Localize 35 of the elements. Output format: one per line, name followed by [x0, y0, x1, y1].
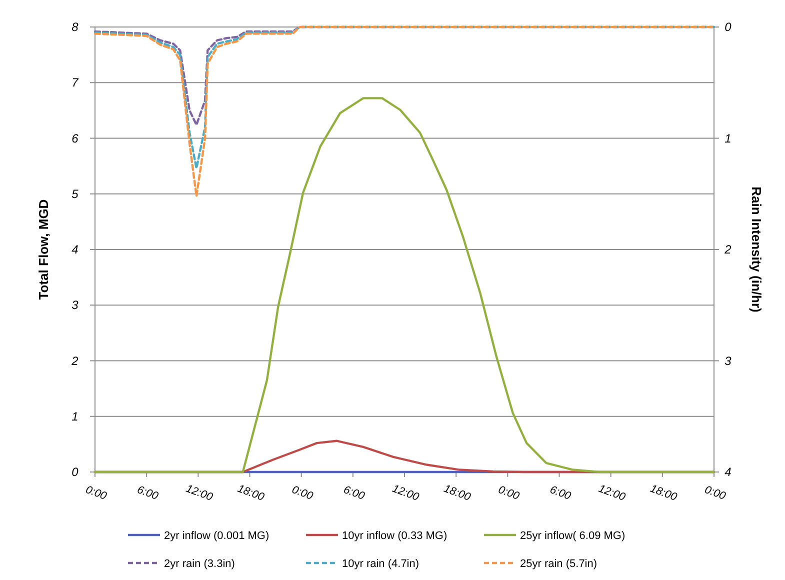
- x-tick-label: 12:00: [596, 482, 628, 504]
- x-tick-label: 0:00: [702, 484, 728, 503]
- y-tick-label: 5: [72, 186, 79, 201]
- y2-tick-label: 2: [724, 242, 732, 256]
- x-tick-label: 0:00: [290, 484, 316, 503]
- y-tick-label: 8: [72, 20, 79, 34]
- x-tick-label: 18:00: [442, 482, 473, 504]
- y-tick-label: 2: [70, 354, 79, 368]
- y-tick-label: 6: [72, 131, 79, 146]
- y-tick-label: 7: [72, 76, 80, 90]
- y2-tick-label: 3: [724, 354, 732, 368]
- legend-label: 10yr inflow (0.33 MG): [342, 530, 448, 542]
- x-tick-label: 0:00: [84, 484, 109, 503]
- legend-label: 10yr rain (4.7in): [342, 558, 420, 570]
- x-tick-label: 6:00: [135, 484, 161, 503]
- y2-axis-title: Rain Intensity (in/hr): [749, 186, 764, 312]
- x-tick-label: 6:00: [342, 484, 367, 503]
- x-tick-label: 12:00: [184, 482, 216, 504]
- x-tick-label: 12:00: [390, 482, 422, 504]
- legend-label: 2yr inflow (0.001 MG): [164, 530, 270, 542]
- y-axis-title: Total Flow, MGD: [36, 199, 51, 300]
- y2-tick-label: 1: [724, 131, 732, 146]
- y-tick-label: 4: [72, 242, 79, 256]
- legend-label: 25yr inflow( 6.09 MG): [520, 530, 626, 542]
- x-tick-label: 0:00: [496, 484, 522, 503]
- y-tick-label: 1: [72, 409, 78, 424]
- y2-tick-label: 4: [724, 465, 732, 479]
- x-tick-label: 18:00: [236, 482, 267, 504]
- x-tick-label: 18:00: [648, 482, 680, 504]
- legend-label: 25yr rain (5.7in): [520, 558, 598, 570]
- x-tick-label: 6:00: [548, 484, 574, 503]
- y-tick-label: 3: [72, 298, 79, 312]
- y-tick-label: 0: [72, 465, 79, 479]
- y2-tick-label: 0: [724, 20, 732, 34]
- legend-label: 2yr rain (3.3in): [164, 558, 235, 570]
